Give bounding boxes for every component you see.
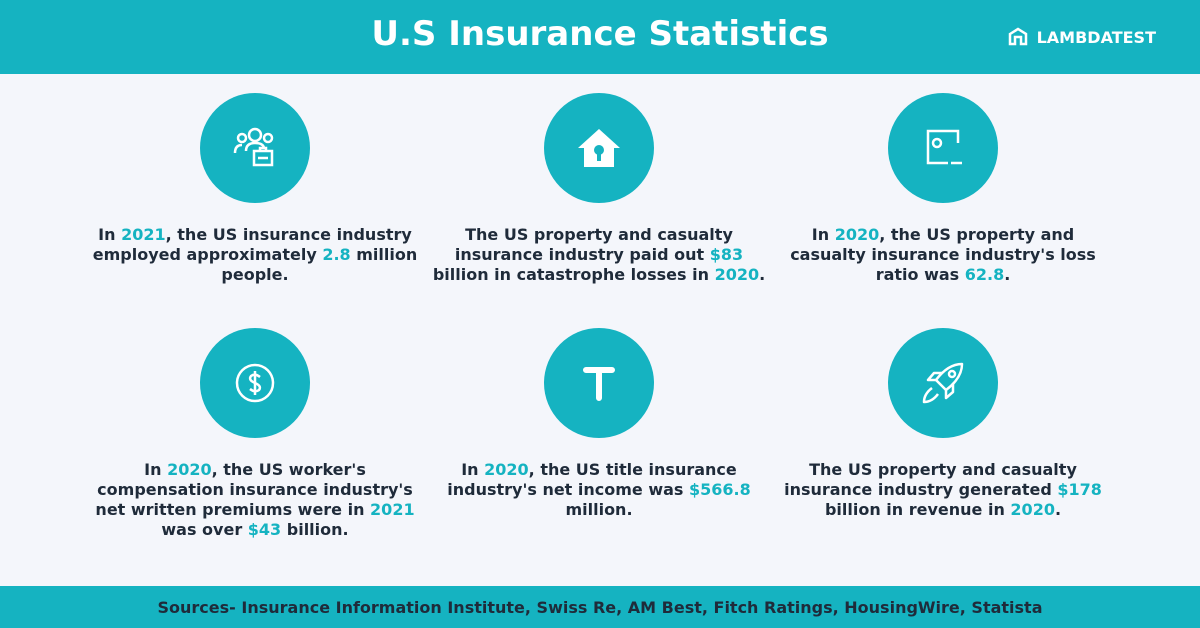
- stat-text: In 2020, the US property and casualty in…: [773, 225, 1113, 285]
- stat-text: The US property and casualty insurance i…: [773, 460, 1113, 520]
- icon-circle: [544, 93, 654, 203]
- body-text: The US property and casualty insurance i…: [454, 225, 733, 264]
- icon-circle: [544, 328, 654, 438]
- logo-icon: [1008, 27, 1027, 46]
- highlight-text: 2020: [1010, 500, 1055, 519]
- logo-text: LAMBDATEST: [1036, 27, 1156, 47]
- house-icon: [578, 129, 620, 167]
- sources: Sources- Insurance Information Institute…: [157, 597, 1043, 617]
- stat-card: In 2020, the US property and casualty in…: [773, 93, 1113, 285]
- highlight-text: 2020: [484, 460, 529, 479]
- stat-card: In 2021, the US insurance industry emplo…: [85, 93, 425, 285]
- body-text: million.: [565, 500, 633, 519]
- stat-text: In 2021, the US insurance industry emplo…: [85, 225, 425, 285]
- icon-circle: [888, 328, 998, 438]
- highlight-text: 2021: [370, 500, 415, 519]
- body-text: .: [1004, 265, 1011, 284]
- body-text: billion in revenue in: [824, 500, 1011, 519]
- highlight-text: $566.8: [689, 480, 751, 499]
- icon-circle: [200, 93, 310, 203]
- icon-circle: [200, 328, 310, 438]
- body-text: , the US worker's compensation insurance…: [95, 460, 413, 519]
- icon-circle: [888, 93, 998, 203]
- body-text: .: [1054, 500, 1062, 519]
- body-text: was over: [161, 520, 248, 539]
- stat-text: In 2020, the US title insurance industry…: [429, 460, 769, 520]
- title: U.S Insurance Statistics: [371, 14, 829, 54]
- body-text: , the US property and casualty insurance…: [790, 225, 1096, 284]
- footer: Sources- Insurance Information Institute…: [0, 586, 1200, 628]
- body-text: million people.: [221, 245, 418, 284]
- body-text: In: [98, 225, 122, 244]
- body-text: In: [811, 225, 835, 244]
- logo: LAMBDATEST: [1007, 26, 1156, 48]
- stat-card: The US property and casualty insurance i…: [773, 328, 1113, 520]
- body-text: , the US insurance industry employed app…: [92, 225, 412, 264]
- highlight-text: $178: [1057, 480, 1102, 499]
- stat-card: In 2020, the US worker's compensation in…: [85, 328, 425, 540]
- stat-card: In 2020, the US title insurance industry…: [429, 328, 769, 520]
- header: U.S Insurance Statistics LAMBDATEST: [0, 0, 1200, 74]
- people-icon: [233, 127, 274, 167]
- body-text: In: [461, 460, 485, 479]
- highlight-text: 2020: [834, 225, 880, 244]
- stat-card: The US property and casualty insurance i…: [429, 93, 769, 285]
- highlight-text: 2020: [714, 265, 760, 284]
- dollar-icon: [235, 363, 275, 403]
- highlight-text: 2021: [121, 225, 166, 244]
- stat-text: The US property and casualty insurance i…: [429, 225, 769, 285]
- highlight-text: 2020: [167, 460, 212, 479]
- body-text: billion in catastrophe losses in: [432, 265, 715, 284]
- body-text: In: [144, 460, 168, 479]
- body-text: .: [759, 265, 766, 284]
- highlight-text: $83: [709, 245, 744, 264]
- rocket-icon: [922, 362, 964, 404]
- highlight-text: 62.8: [964, 265, 1005, 284]
- highlight-text: 2.8: [322, 245, 351, 264]
- stat-text: In 2020, the US worker's compensation in…: [85, 460, 425, 540]
- highlight-text: $43: [247, 520, 282, 539]
- body-text: The US property and casualty insurance i…: [784, 460, 1077, 499]
- body-text: billion.: [281, 520, 349, 539]
- title-icon: [583, 367, 615, 401]
- body-text: , the US title insurance industry's net …: [447, 460, 737, 499]
- chat-icon: [926, 129, 962, 165]
